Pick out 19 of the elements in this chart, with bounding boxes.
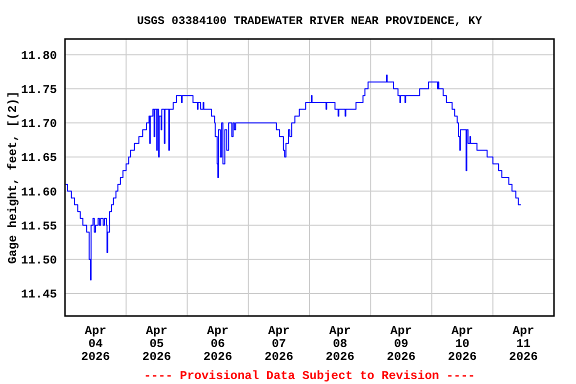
y-tick-label: 11.55	[20, 219, 57, 234]
y-axis-title: Gage height, feet, [(2)]	[6, 91, 20, 264]
x-tick-label: Apr 10 2026	[448, 324, 477, 364]
x-tick-label: Apr 09 2026	[386, 324, 416, 364]
y-tick-label: 11.65	[20, 151, 57, 166]
y-tick-label: 11.60	[20, 185, 57, 200]
x-tick-label: Apr 08 2026	[326, 324, 354, 364]
x-tick-label: Apr 11 2026	[509, 324, 538, 364]
y-tick-label: 11.50	[20, 254, 57, 268]
y-tick-label: 11.75	[20, 83, 57, 98]
x-tick-label: Apr 07 2026	[264, 324, 294, 364]
text: ---- Provisional Data Subject to Revision ----	[144, 369, 476, 383]
y-tick-label: 11.45	[20, 288, 57, 302]
x-tick-label: Apr 05 2026	[142, 324, 172, 364]
x-tick-label: Apr 06 2026	[203, 324, 232, 364]
y-tick-label: 11.70	[20, 117, 57, 132]
x-tick-label: Apr 04 2026	[81, 324, 110, 364]
chart-title: USGS 03384100 TRADEWATER RIVER NEAR PROVIDENCE, KY	[136, 15, 482, 28]
y-tick-label: 11.80	[20, 48, 57, 63]
